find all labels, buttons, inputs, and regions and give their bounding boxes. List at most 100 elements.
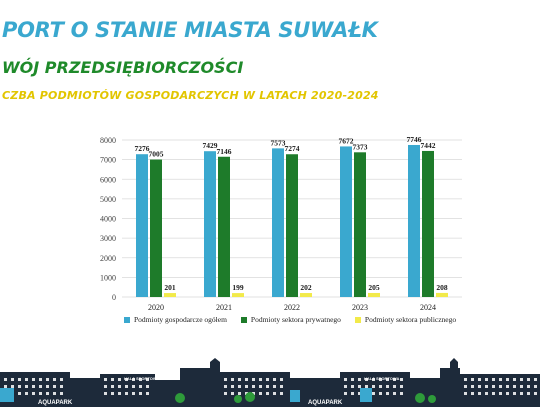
window — [132, 385, 135, 388]
window — [520, 392, 523, 395]
y-tick-label: 2000 — [100, 254, 116, 263]
y-tick-label: 8000 — [100, 136, 116, 145]
window — [146, 378, 149, 381]
data-label: 7373 — [353, 142, 368, 151]
window — [46, 385, 49, 388]
window — [104, 378, 107, 381]
window — [104, 392, 107, 395]
bar — [286, 154, 298, 297]
window — [39, 378, 42, 381]
window — [358, 385, 361, 388]
window — [231, 378, 234, 381]
bar — [340, 146, 352, 297]
chart-legend: Podmioty gospodarcze ogółem Podmioty sek… — [124, 315, 456, 324]
window — [485, 378, 488, 381]
window — [492, 385, 495, 388]
y-tick-label: 4000 — [100, 215, 116, 224]
window — [273, 385, 276, 388]
window — [492, 378, 495, 381]
window — [53, 385, 56, 388]
data-label: 7442 — [421, 141, 436, 150]
window — [259, 378, 262, 381]
x-tick-label: 2024 — [420, 303, 436, 310]
window — [506, 385, 509, 388]
window — [372, 392, 375, 395]
data-label: 202 — [300, 283, 312, 292]
city-skyline-banner: AQUAPARK HALA SPORTOWA AQUAPARK HALA SPO… — [0, 358, 540, 407]
window — [485, 392, 488, 395]
window — [266, 385, 269, 388]
skyline-greenery — [175, 392, 436, 403]
section-subtitle: WÓJ PRZEDSIĘBIORCZOŚCI — [2, 58, 244, 77]
window — [400, 378, 403, 381]
window — [534, 392, 537, 395]
window — [379, 378, 382, 381]
window — [393, 378, 396, 381]
window — [60, 378, 63, 381]
window — [400, 385, 403, 388]
data-label: 7746 — [407, 135, 422, 144]
window — [238, 385, 241, 388]
window — [527, 378, 530, 381]
data-label: 7573 — [271, 138, 286, 147]
window — [104, 385, 107, 388]
window — [125, 378, 128, 381]
window — [252, 385, 255, 388]
window — [478, 385, 481, 388]
bar — [368, 292, 380, 297]
x-axis-ticks: 2020 2021 2022 2023 2024 — [148, 303, 436, 310]
window — [527, 385, 530, 388]
window — [266, 392, 269, 395]
window — [351, 392, 354, 395]
window — [32, 392, 35, 395]
window — [273, 392, 276, 395]
data-label: 201 — [164, 283, 176, 292]
bar — [204, 151, 216, 297]
bar — [354, 152, 366, 297]
window — [358, 392, 361, 395]
window — [11, 378, 14, 381]
window — [259, 385, 262, 388]
window — [245, 385, 248, 388]
window — [132, 378, 135, 381]
window — [18, 385, 21, 388]
y-tick-label: 7000 — [100, 156, 116, 165]
window — [351, 385, 354, 388]
window — [478, 392, 481, 395]
window — [464, 392, 467, 395]
window — [358, 378, 361, 381]
window — [344, 392, 347, 395]
y-tick-label: 6000 — [100, 175, 116, 184]
window — [280, 385, 283, 388]
hall-sign-left: HALA SPORTOWA — [124, 376, 159, 381]
window — [224, 392, 227, 395]
window — [46, 392, 49, 395]
window — [53, 392, 56, 395]
window — [393, 392, 396, 395]
skyline-left — [0, 358, 340, 402]
data-label: 7274 — [285, 144, 300, 153]
x-tick-label: 2020 — [148, 303, 164, 310]
window — [365, 385, 368, 388]
window — [231, 385, 234, 388]
window — [125, 385, 128, 388]
window — [118, 385, 121, 388]
legend-label-total: Podmioty gospodarcze ogółem — [134, 315, 227, 324]
window — [534, 385, 537, 388]
window — [53, 378, 56, 381]
window — [132, 392, 135, 395]
window — [245, 378, 248, 381]
window — [39, 392, 42, 395]
bar — [150, 159, 162, 297]
window — [372, 378, 375, 381]
window — [513, 392, 516, 395]
bars — [136, 144, 448, 297]
window — [32, 385, 35, 388]
legend-item-private: Podmioty sektora prywatnego — [240, 315, 341, 324]
window — [139, 378, 142, 381]
skyline-blue-accents — [0, 388, 372, 402]
window — [485, 385, 488, 388]
window — [344, 378, 347, 381]
window — [60, 392, 63, 395]
